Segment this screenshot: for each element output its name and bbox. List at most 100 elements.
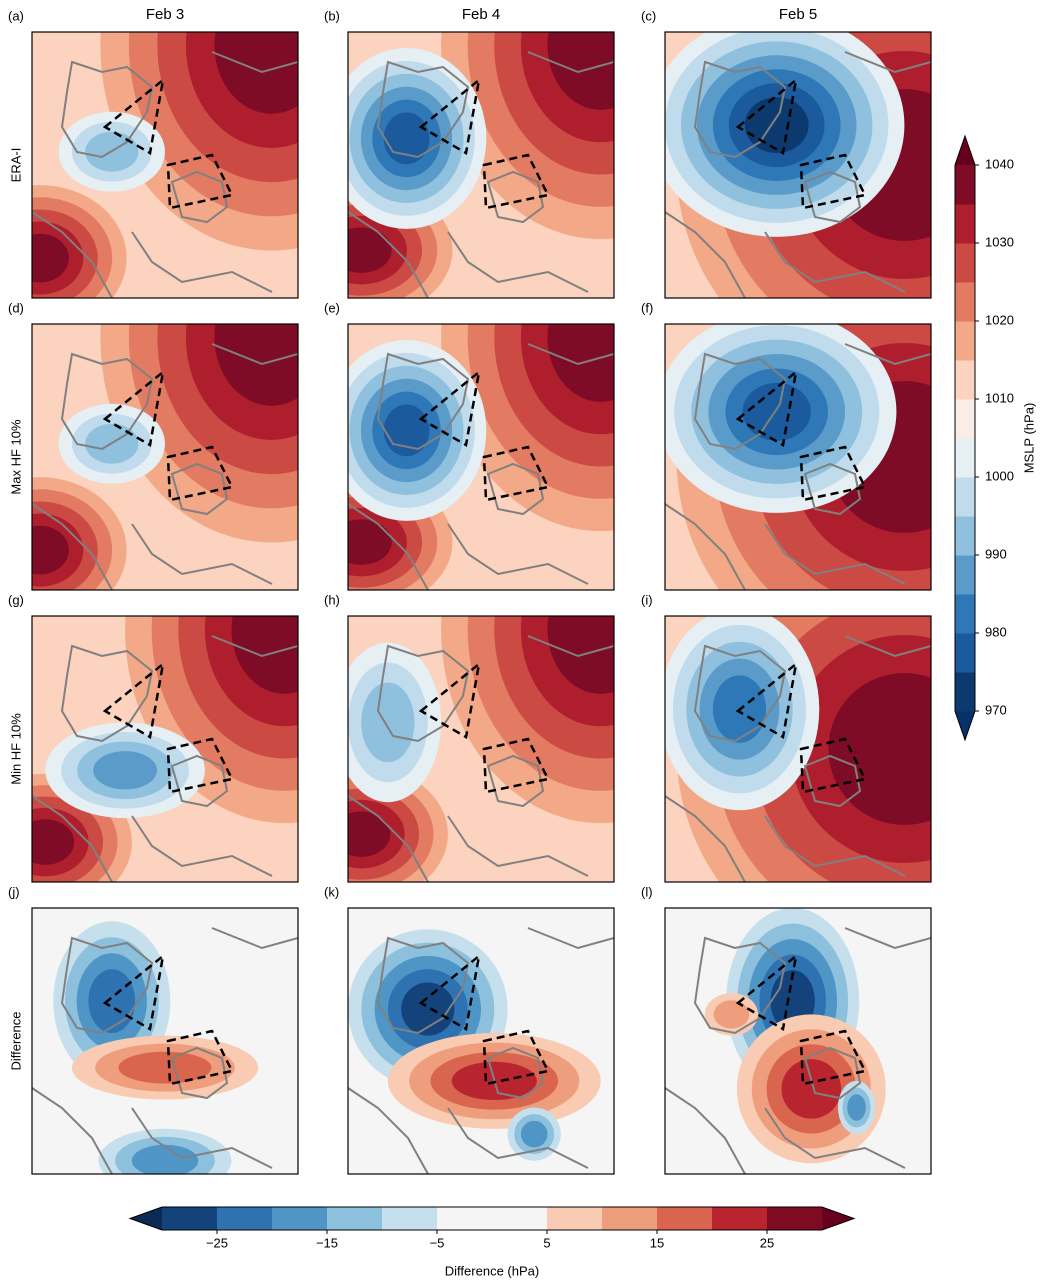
column-title: Feb 4	[462, 6, 500, 23]
coastline	[348, 503, 429, 590]
coastline	[527, 51, 614, 74]
row-label: Difference	[8, 1011, 23, 1070]
row-label: Max HF 10%	[8, 419, 23, 495]
coastline	[170, 754, 229, 808]
colorbar-band	[955, 594, 975, 634]
colorbar-tick-label: −5	[430, 1235, 445, 1250]
panel-label: (j)	[8, 884, 20, 899]
coastline	[844, 927, 931, 950]
coastline	[693, 352, 787, 451]
contour-fill	[348, 227, 392, 273]
region-box	[482, 1029, 550, 1086]
row-label: Min HF 10%	[8, 713, 23, 785]
colorbar-band	[955, 633, 975, 673]
map-panel	[665, 32, 931, 298]
panel-frame	[347, 615, 615, 883]
panel-frame	[347, 323, 615, 591]
colorbar-extend	[955, 711, 975, 740]
coastline	[211, 927, 298, 950]
colorbar-band	[767, 1207, 823, 1230]
coastline	[447, 231, 589, 293]
coastline	[665, 211, 746, 298]
coastline	[447, 815, 589, 877]
coastline	[131, 815, 273, 877]
coastline	[348, 795, 429, 882]
panel-label: (a)	[8, 8, 24, 23]
colorbar-tick-label: 5	[543, 1235, 550, 1250]
column-title: Feb 3	[146, 6, 184, 23]
coastline	[170, 1046, 229, 1100]
contour-fill	[88, 969, 136, 1034]
coastline	[60, 936, 154, 1035]
map-panel	[32, 324, 298, 590]
panel-frame	[31, 323, 299, 591]
coastline	[211, 635, 298, 658]
colorbar-band	[955, 399, 975, 439]
colorbar-tick-label: 1000	[985, 468, 1014, 483]
colorbar-label: MSLP (hPa)	[1021, 403, 1036, 474]
coastline	[131, 231, 273, 293]
coastline	[693, 60, 787, 159]
coastline	[447, 1107, 589, 1169]
region-box	[799, 153, 867, 210]
colorbar-tick-label: 1040	[985, 156, 1014, 171]
coastline	[803, 1046, 862, 1100]
contour-fill	[32, 525, 69, 575]
panel-frame	[664, 323, 932, 591]
region-box	[418, 660, 481, 739]
coastline	[803, 754, 862, 808]
region-box	[418, 76, 481, 155]
region-box	[799, 737, 867, 794]
contour-fill	[401, 982, 455, 1036]
coastline	[844, 343, 931, 366]
region-box	[102, 368, 165, 447]
region-box	[482, 153, 550, 210]
colorbar-tick-label: 970	[985, 702, 1007, 717]
panel-label: (g)	[8, 592, 24, 607]
coastline	[170, 170, 229, 224]
region-box	[482, 445, 550, 502]
region-box	[418, 368, 481, 447]
colorbar-band	[657, 1207, 713, 1230]
colorbar-band	[955, 555, 975, 595]
colorbar-band	[327, 1207, 383, 1230]
panel-label: (e)	[324, 300, 340, 315]
coastline	[376, 936, 470, 1035]
panel-frame	[664, 31, 932, 299]
colorbar-extend	[822, 1207, 854, 1230]
panel-label: (b)	[324, 8, 340, 23]
coastline	[764, 231, 906, 293]
colorbar-tick-label: 1010	[985, 390, 1014, 405]
coastline	[486, 462, 545, 516]
coastline	[32, 795, 113, 882]
colorbar-extend	[955, 136, 975, 165]
colorbar-band	[382, 1207, 438, 1230]
colorbar-tick-label: 25	[760, 1235, 774, 1250]
region-box	[166, 153, 234, 210]
map-panel	[348, 324, 614, 590]
region-box	[166, 445, 234, 502]
colorbar-band	[162, 1207, 218, 1230]
panel-frame	[664, 615, 932, 883]
coastline	[764, 1107, 906, 1169]
contour-fill	[118, 1051, 212, 1084]
coastline	[527, 635, 614, 658]
contour-fill	[214, 32, 298, 114]
coastline	[211, 343, 298, 366]
region-box	[799, 445, 867, 502]
region-box	[102, 76, 165, 155]
colorbar-tick-label: 990	[985, 546, 1007, 561]
contour-fill	[348, 519, 392, 565]
colorbar-band	[955, 321, 975, 361]
contour-fill	[781, 1059, 842, 1119]
coastline	[131, 1107, 273, 1169]
map-panel	[665, 908, 931, 1174]
coastline	[764, 815, 906, 877]
colorbar-band	[955, 672, 975, 712]
map-panel	[32, 616, 298, 882]
coastline	[527, 343, 614, 366]
coastline	[32, 211, 113, 298]
coastline	[376, 644, 470, 743]
contour-fill	[383, 112, 430, 165]
